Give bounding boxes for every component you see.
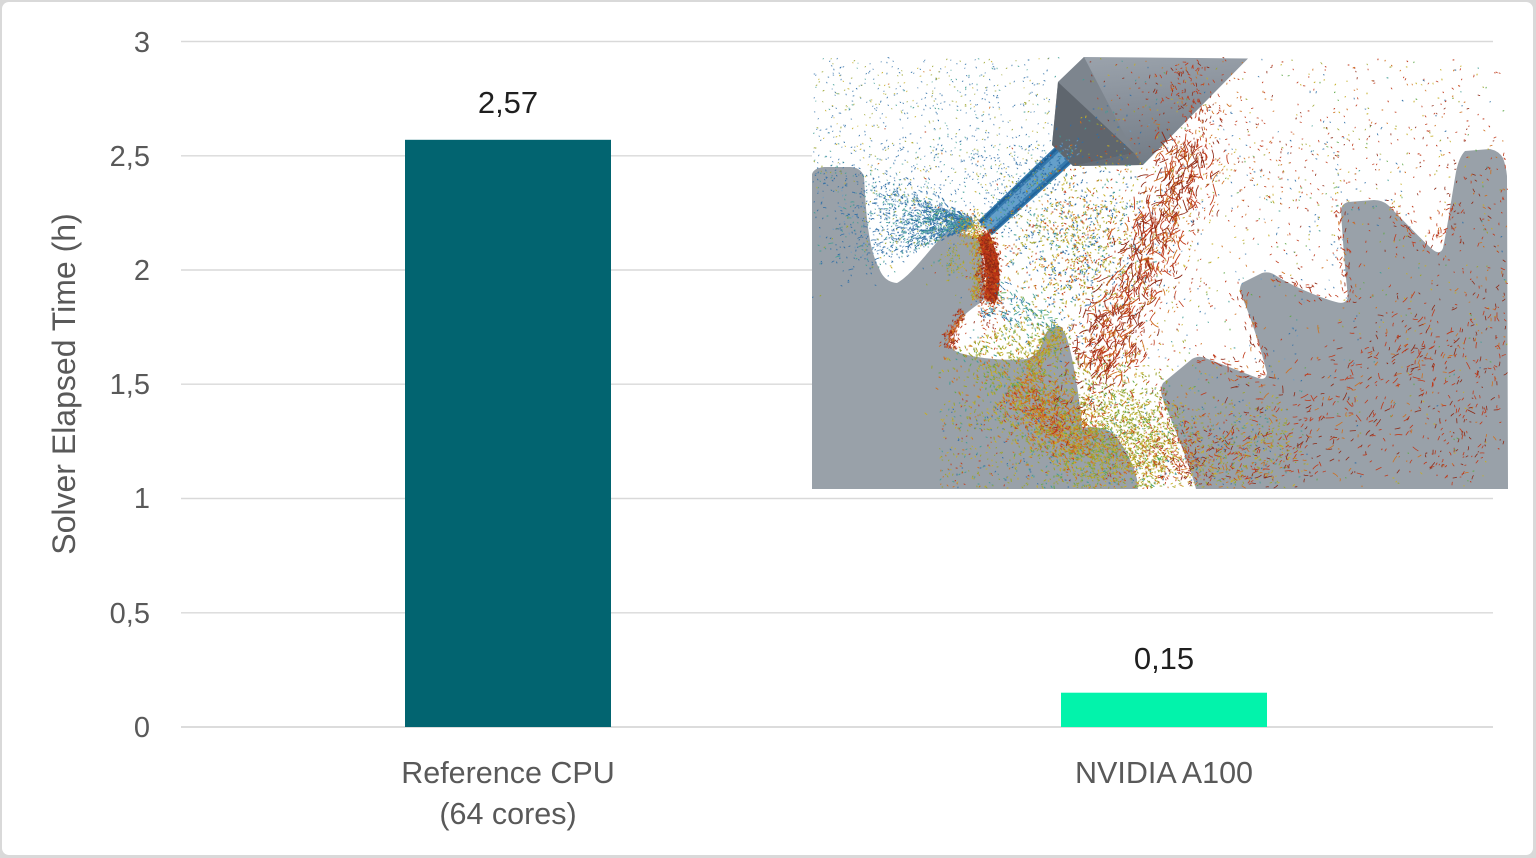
svg-text:0,15: 0,15: [1134, 641, 1194, 676]
svg-text:Reference CPU: Reference CPU: [401, 756, 615, 790]
svg-text:1,5: 1,5: [110, 369, 150, 401]
svg-text:Solver Elapsed Time (h): Solver Elapsed Time (h): [46, 213, 82, 554]
svg-text:3: 3: [134, 27, 150, 59]
svg-text:2,5: 2,5: [110, 141, 150, 173]
svg-text:2: 2: [134, 255, 150, 287]
svg-text:2,57: 2,57: [478, 85, 538, 120]
svg-text:1: 1: [134, 483, 150, 515]
svg-text:(64 cores): (64 cores): [439, 797, 576, 831]
svg-text:0,5: 0,5: [110, 598, 150, 630]
svg-text:0: 0: [134, 712, 150, 744]
svg-text:NVIDIA A100: NVIDIA A100: [1075, 756, 1253, 790]
